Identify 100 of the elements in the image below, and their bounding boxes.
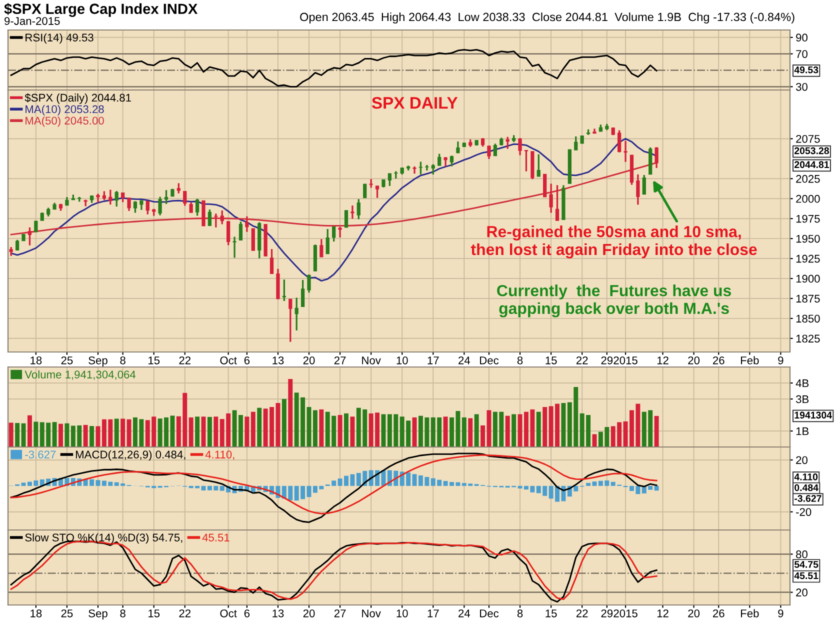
x-tick-label: 20 [688,356,700,364]
x-tick-label: 2015 [614,609,638,618]
x-tick-label: Dec [480,356,499,364]
y-tick-label: 1925 [796,254,820,263]
y-tick-label: 1825 [796,334,820,343]
candlestick [543,174,547,198]
bar [126,419,132,447]
candlestick [108,188,112,206]
bar [52,422,57,447]
x-tick-label: Feb [741,609,759,618]
bar [34,422,38,447]
y-tick-label: 1850 [796,314,820,323]
text: 1941304 [794,412,832,419]
candlestick [332,226,336,242]
x-tick-label: 26 [713,609,724,618]
y-tick-label: 4B [796,379,809,388]
text: 45.51 [794,572,818,580]
candlestick [189,201,193,214]
candlestick [245,216,249,233]
candlestick [356,198,360,220]
x-tick-label: 18 [30,609,42,618]
candlestick [624,140,628,163]
candlestick [15,239,20,251]
candlestick [307,274,311,294]
x-tick-label: 27 [334,609,346,618]
x-tick-label: 2015 [614,356,638,364]
candlestick [375,185,380,199]
candlestick [388,172,392,187]
candlestick [226,220,230,246]
x-tick-label: Nov [362,356,381,364]
bar [83,424,88,447]
x-tick-label: 22 [576,609,588,618]
y-tick-label: 90 [796,34,808,42]
y-tick-label: 20 [796,588,808,596]
bar [250,412,256,447]
bar [561,403,566,447]
bar [338,415,342,447]
text: 54.75 [794,561,818,568]
bar [536,412,541,447]
x-tick-label: 22 [179,609,191,618]
candlestick [431,163,435,176]
bar [344,413,348,447]
x-tick-label: 24 [458,356,470,364]
bar [214,416,218,447]
bar [462,417,466,447]
x-tick-label: Dec [480,610,499,618]
x-tick-label: Nov [362,610,381,618]
annotation: Re-gained the 50sma and 10 sma, then lost it again Friday into the close [470,226,757,258]
x-tick-label: 17 [428,610,439,618]
candlestick [34,220,38,232]
candlestick [146,200,150,216]
candlestick [164,189,168,205]
x-tick-label: 22 [179,356,191,364]
bar [412,417,417,447]
bar [15,423,20,447]
candlestick [158,196,162,216]
x-tick-label: Sep [88,356,108,367]
candlestick [251,228,255,251]
y-tick-label: 2000 [796,194,820,203]
x-tick-label: 27 [334,356,346,364]
bar [288,379,293,447]
y-tick-label: 1950 [796,234,820,243]
x-tick-label: 10 [396,609,408,618]
y-tick-label: 1975 [796,214,820,223]
candlestick [214,212,218,228]
y-tick-label: 1B [796,427,809,436]
x-tick-label: 8 [517,356,523,364]
legend-label: MACD(12,26,9) 0.484, [76,450,186,461]
bar [244,416,250,447]
annotation: SPX DAILY [372,96,458,109]
candlestick [127,197,131,212]
bar [114,418,119,447]
bar [443,416,448,447]
candlestick [412,166,416,174]
x-tick-label: 8 [120,356,126,364]
bar [592,481,597,486]
text: Open 2063.45 High 2064.43 Low 2038.33 Close 2044.81 Volume 1.9B Chg -17.33 (-0.84%) [300,12,794,24]
legend-label: 4.110, [205,450,234,460]
x-tick-label: 15 [148,610,160,618]
text: 49.53 [794,66,818,74]
text: 4.110 [794,473,818,480]
candlestick [344,210,348,228]
candlestick [220,210,224,226]
candlestick [326,228,330,255]
y-tick-label: 80 [796,550,808,558]
bar [27,415,32,447]
chart-subtitle: 9-Jan-2015 [4,17,60,25]
x-tick-label: 17 [428,356,439,364]
candlestick [232,236,236,259]
candlestick [636,174,640,206]
bar [586,482,591,486]
y-tick-label: 3B [796,395,809,404]
x-tick-label: 15 [546,356,557,364]
text: 2044.81 [794,161,830,168]
candlestick [450,154,454,168]
x-tick-label: 8 [517,609,523,618]
x-tick-label: 25 [61,609,73,618]
bar [654,486,659,491]
x-tick-label: 26 [713,356,724,364]
candlestick [114,190,118,208]
